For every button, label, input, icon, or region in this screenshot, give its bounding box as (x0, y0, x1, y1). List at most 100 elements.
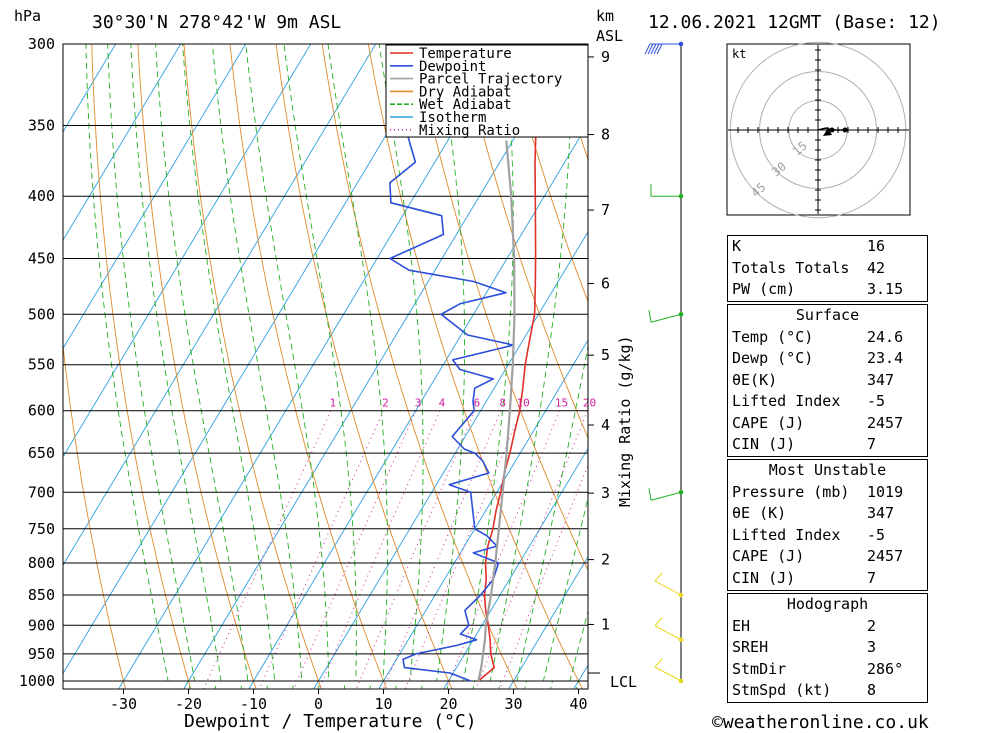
km-tick-label: 8 (601, 126, 610, 144)
wet-adiabat-line (130, 44, 243, 689)
mu-row-pressure: Pressure (mb) 1019 (732, 482, 904, 501)
surface-row-cape: CAPE (J) 2457 (732, 413, 904, 432)
wind-barb-flag (647, 43, 654, 55)
wind-barb-column (644, 41, 684, 684)
x-tick-label: 0 (314, 695, 323, 713)
legend-label: Isotherm (419, 110, 486, 126)
wet-adiabat-line (489, 44, 572, 689)
wind-barb-feather (654, 617, 663, 627)
wet-adiabat-line (245, 44, 345, 689)
mixing-ratio-line (318, 410, 441, 689)
wind-barb-flag (650, 43, 657, 55)
wet-adiabat-line (327, 44, 397, 689)
wet-adiabat-line (155, 44, 268, 689)
mixing-ratio-line (499, 463, 588, 689)
legend-label: Mixing Ratio (419, 123, 520, 139)
wet-adiabat-line (569, 609, 588, 689)
wind-barb-feather (648, 310, 652, 323)
wind-barb (650, 491, 682, 501)
mixing-ratio-line (258, 410, 384, 689)
legend-label: Dewpoint (419, 59, 486, 75)
pressure-tick-label: 850 (28, 586, 55, 604)
pressure-tick-label: 1000 (19, 672, 55, 690)
wind-barb (654, 580, 682, 596)
wind-barb (650, 313, 682, 323)
x-tick-label: 20 (439, 695, 457, 713)
wind-barb-feather (654, 658, 663, 668)
x-tick-label: 30 (504, 695, 522, 713)
indices-row-pw: PW (cm) 3.15 (732, 280, 904, 298)
mu-row-cin: CIN (J) 7 (732, 568, 877, 587)
km-tick-label: 6 (601, 275, 610, 293)
storm-motion-marker (823, 128, 832, 136)
wind-barb-feather (648, 488, 652, 501)
wet-adiabat-line (211, 44, 320, 689)
pressure-tick-label: 450 (28, 250, 55, 268)
mixing-ratio-label: 2 (382, 397, 389, 410)
isotherm-line (313, 230, 588, 689)
dry-adiabat-line (459, 44, 588, 440)
location-title: 30°30'N 278°42'W 9m ASL (92, 12, 341, 33)
mixing-ratio-line (475, 410, 588, 689)
indices-row-totals: Totals Totals 42 (732, 258, 886, 277)
dry-adiabat-line (967, 44, 1000, 731)
dry-adiabat-line (91, 44, 192, 689)
isotherm-line (508, 555, 588, 689)
hodograph-point (829, 127, 835, 133)
x-tick-label: -20 (175, 695, 202, 713)
mixing-ratio-label: 1 (330, 397, 337, 410)
mixing-ratio-line (203, 410, 332, 689)
dry-adiabat-line (921, 44, 1000, 731)
plot-frame (62, 43, 589, 690)
wet-adiabat-line (542, 496, 588, 689)
wet-adiabat-line (516, 344, 588, 689)
lcl-label: LCL (610, 673, 637, 691)
mixing-ratio-line (404, 410, 522, 689)
surface-row-thetae: θE(K) 347 (732, 370, 895, 389)
mixing-ratio-label: 15 (555, 397, 568, 410)
pressure-tick-label: 900 (28, 616, 55, 634)
mixing-ratio-label: 4 (439, 397, 446, 410)
hodograph-unit-label: kt (732, 47, 746, 61)
pressure-tick-label: 500 (28, 305, 55, 323)
km-tick-label: 3 (601, 484, 610, 502)
pressure-tick-label: 300 (28, 35, 55, 53)
wet-adiabat-line (107, 44, 217, 689)
wind-barb-feather (654, 572, 663, 582)
indices-row-k: K 16 (732, 237, 886, 255)
pressure-tick-label: 750 (28, 520, 55, 538)
mixing-ratio-axis-title: Mixing Ratio (g/kg) (616, 335, 634, 507)
wind-barb-flag (644, 43, 651, 55)
copyright-text: ©weatheronline.co.uk (712, 712, 929, 733)
hodo-row-eh: EH 2 (732, 616, 877, 635)
isotherm-line (378, 339, 588, 689)
most-unstable-title: Most Unstable (768, 461, 887, 479)
hodo-row-stmspd: StmSpd (kt) 8 (732, 681, 877, 699)
parcel-trajectory-line (477, 140, 516, 682)
wet-adiabat-line (283, 44, 371, 689)
km-tick-label: 5 (601, 346, 610, 364)
hodograph-trace (817, 127, 845, 131)
legend-label: Parcel Trajectory (419, 72, 562, 88)
mixing-ratio-label: 10 (516, 397, 529, 410)
km-unit-label: km (596, 7, 614, 25)
isotherm-line (63, 44, 247, 350)
x-tick-label: -30 (110, 695, 137, 713)
most-unstable-table: Most Unstable Pressure (mb) 1019 θE (K) 34… (727, 459, 928, 591)
wet-adiabat-line (182, 44, 294, 689)
wet-adiabat-line (463, 44, 514, 689)
km-tick-label: 2 (601, 551, 610, 569)
pressure-tick-label: 950 (28, 645, 55, 663)
pressure-tick-label: 400 (28, 187, 55, 205)
pressure-tick-label: 350 (28, 117, 55, 135)
isotherm-line (63, 44, 117, 133)
indices-table: K 16 Totals Totals 42 PW (cm) 3.15 (727, 235, 928, 302)
legend-label: Temperature (419, 46, 512, 62)
datetime-title: 12.06.2021 12GMT (Base: 12) (648, 12, 941, 33)
legend-box (385, 44, 589, 138)
pressure-tick-label: 650 (28, 444, 55, 462)
km-tick-label: 7 (601, 201, 610, 219)
